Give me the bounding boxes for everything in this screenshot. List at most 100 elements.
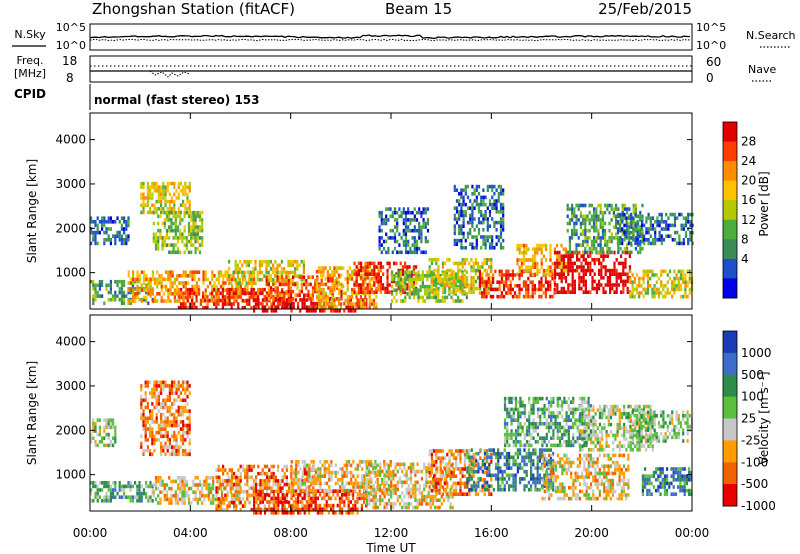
heatmap-cell <box>156 292 159 296</box>
heatmap-cell <box>157 236 160 240</box>
heatmap-cell <box>160 295 163 300</box>
heatmap-cell <box>398 232 401 237</box>
heatmap-cell <box>428 288 431 292</box>
heatmap-cell <box>644 273 647 277</box>
heatmap-cell <box>109 216 112 220</box>
heatmap-cell <box>560 290 563 294</box>
heatmap-cell <box>259 497 262 501</box>
heatmap-cell <box>671 238 674 242</box>
heatmap-cell <box>424 299 427 303</box>
heatmap-cell <box>439 279 442 284</box>
heatmap-cell <box>173 299 176 303</box>
heatmap-cell <box>327 286 330 290</box>
heatmap-cell <box>134 287 137 291</box>
heatmap-cell <box>316 496 319 501</box>
heatmap-cell <box>226 302 229 306</box>
heatmap-cell <box>138 279 141 284</box>
heatmap-cell <box>387 218 390 222</box>
heatmap-cell <box>142 196 145 200</box>
heatmap-cell <box>547 287 550 292</box>
heatmap-cell <box>310 481 313 486</box>
heatmap-cell <box>612 210 615 215</box>
heatmap-cell <box>366 286 369 291</box>
heatmap-cell <box>283 293 286 297</box>
heatmap-cell <box>418 210 421 215</box>
heatmap-cell <box>306 467 309 471</box>
heatmap-cell <box>545 258 548 262</box>
heatmap-cell <box>502 228 505 232</box>
heatmap-cell <box>612 214 615 219</box>
heatmap-cell <box>250 468 253 472</box>
heatmap-cell <box>196 501 199 505</box>
heatmap-cell <box>582 265 585 269</box>
heatmap-cell <box>105 287 108 291</box>
heatmap-cell <box>243 305 246 310</box>
nave-dip <box>149 70 191 78</box>
heatmap-cell <box>138 481 141 485</box>
heatmap-cell <box>357 286 360 291</box>
heatmap-cell <box>168 207 171 211</box>
heatmap-cell <box>597 243 600 247</box>
heatmap-cell <box>248 464 251 469</box>
heatmap-cell <box>462 188 465 192</box>
heatmap-cell <box>278 263 281 268</box>
heatmap-cell <box>360 276 363 280</box>
heatmap-cell <box>224 486 227 490</box>
heatmap-cell <box>657 287 661 292</box>
heatmap-cell <box>162 299 165 303</box>
heatmap-cell <box>636 238 639 242</box>
heatmap-cell <box>239 475 242 480</box>
heatmap-cell <box>424 288 427 292</box>
heatmap-cell <box>544 276 547 281</box>
heatmap-cell <box>151 185 154 189</box>
heatmap-cell <box>657 291 661 295</box>
heatmap-cell <box>560 272 563 276</box>
heatmap-cell <box>455 276 458 280</box>
heatmap-cell <box>198 490 202 494</box>
heatmap-cell <box>312 500 315 504</box>
heatmap-cell <box>316 289 319 294</box>
heatmap-cell <box>404 261 407 266</box>
heatmap-cell <box>406 274 409 278</box>
heatmap-cell <box>114 436 117 440</box>
heatmap-cell <box>118 290 121 295</box>
heatmap-cell <box>109 227 112 231</box>
heatmap-cell <box>290 295 293 299</box>
heatmap-cell <box>204 295 207 299</box>
heatmap-cell <box>540 276 543 281</box>
heatmap-cell <box>188 181 191 186</box>
heatmap-cell <box>182 270 185 274</box>
heatmap-cell <box>237 482 240 487</box>
heatmap-cell <box>341 493 344 497</box>
heatmap-cell <box>161 239 164 244</box>
heatmap-cell <box>143 295 146 300</box>
heatmap-cell <box>283 507 286 511</box>
heatmap-cell <box>385 239 388 244</box>
heatmap-cell <box>453 206 456 210</box>
heatmap-cell <box>587 265 590 269</box>
heatmap-cell <box>331 269 334 274</box>
heatmap-cell <box>183 483 186 487</box>
heatmap-cell <box>459 290 462 294</box>
heatmap-cell <box>464 210 467 214</box>
heatmap-cell <box>310 507 313 511</box>
heatmap-cell <box>90 220 93 224</box>
heatmap-cell <box>279 291 282 296</box>
heatmap-cell <box>457 277 460 282</box>
heatmap-cell <box>345 474 348 478</box>
heatmap-cell <box>263 486 266 490</box>
heatmap-cell <box>651 223 655 228</box>
heatmap-cell <box>593 218 596 222</box>
heatmap-cell <box>209 292 212 296</box>
heatmap-cell <box>643 223 646 228</box>
heatmap-cell <box>226 489 229 494</box>
heatmap-cell <box>220 274 223 278</box>
heatmap-cell <box>151 210 154 215</box>
heatmap-cell <box>595 214 598 219</box>
heatmap-cell <box>254 302 257 306</box>
heatmap-cell <box>638 276 641 281</box>
heatmap-cell <box>94 283 97 288</box>
heatmap-cell <box>145 277 148 282</box>
heatmap-cell <box>631 280 634 284</box>
heatmap-cell <box>531 294 534 299</box>
